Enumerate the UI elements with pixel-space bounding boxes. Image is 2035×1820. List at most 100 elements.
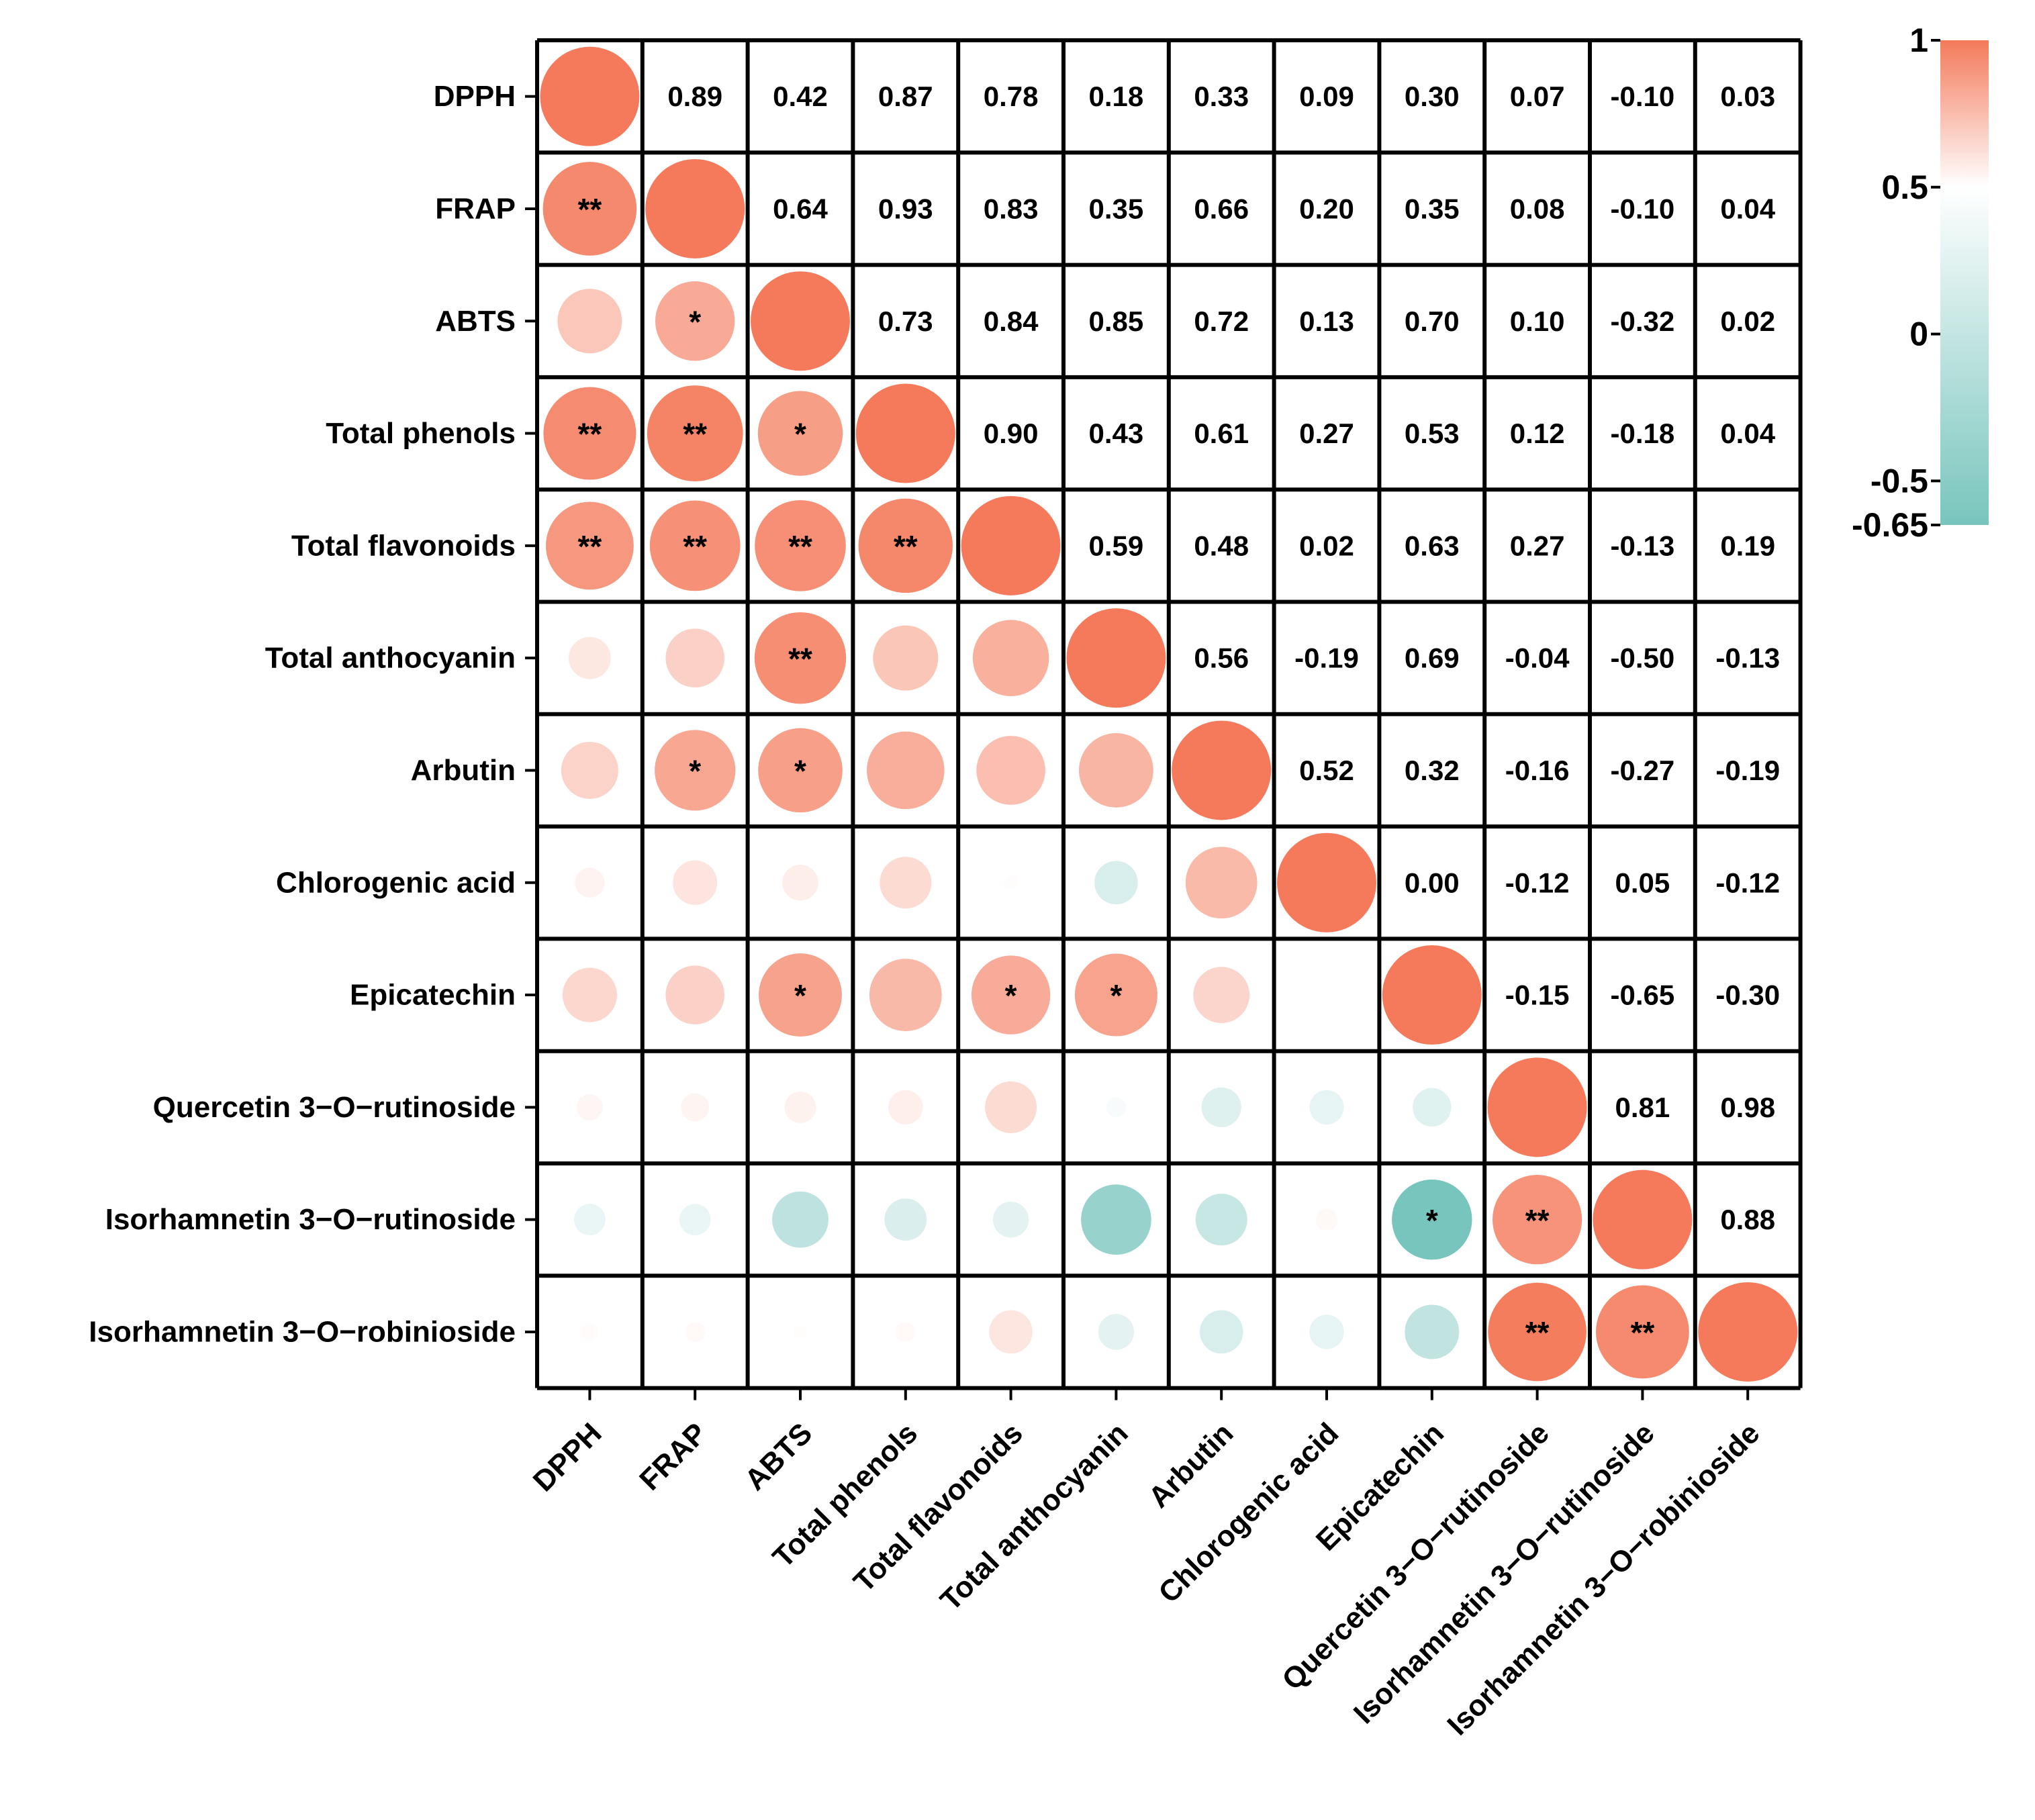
corr-circle-chlorogenic-acid-total-anthocyanin bbox=[1094, 861, 1138, 905]
y-axis-labels: DPPH FRAP ABTS Total phenols Total flavonoid… bbox=[89, 80, 537, 1348]
corr-circle-isorhamnetin-3-o-robinioside-total-phenols bbox=[896, 1322, 916, 1342]
corr-value-label: 0.52 bbox=[1299, 755, 1354, 786]
corr-circle-quercetin-3-o-rutinoside-epicatechin bbox=[1413, 1088, 1452, 1127]
corr-circle-total-flavonoids-total-phenols bbox=[858, 498, 953, 593]
corr-circle-total-phenols-abts bbox=[757, 391, 843, 476]
corr-value-label: 0.72 bbox=[1194, 305, 1249, 337]
cell-bg bbox=[853, 265, 959, 377]
cell-bg bbox=[747, 40, 853, 153]
row-label-total-flavonoids: Total flavonoids bbox=[291, 529, 516, 562]
cell-bg bbox=[1168, 602, 1274, 714]
corr-value-label: 0.84 bbox=[984, 305, 1039, 337]
corr-value-label: 0.08 bbox=[1510, 193, 1565, 224]
corr-circle-quercetin-3-o-rutinoside-arbutin bbox=[1201, 1087, 1241, 1127]
colorbar: 1 0.5 0 -0.5 -0.65 bbox=[1852, 21, 1989, 544]
corr-circle-isorhamnetin-3-o-rutinoside-epicatechin bbox=[1392, 1179, 1472, 1260]
cell-bg bbox=[1484, 714, 1590, 827]
row-label-chlorogenic-acid: Chlorogenic acid bbox=[276, 866, 516, 899]
corr-circle-chlorogenic-acid-dpph bbox=[575, 867, 605, 898]
corr-value-label: -0.12 bbox=[1505, 867, 1570, 898]
corr-circle-isorhamnetin-3-o-robinioside-dpph bbox=[581, 1323, 599, 1341]
corr-circle-isorhamnetin-3-o-rutinoside-abts bbox=[772, 1191, 829, 1248]
significance-label: * bbox=[794, 417, 806, 452]
cell-bg bbox=[1695, 265, 1801, 377]
cell-bg bbox=[1484, 602, 1590, 714]
cell-bg bbox=[1379, 265, 1485, 377]
significance-label: ** bbox=[1525, 1203, 1550, 1238]
corr-circle-frap-frap bbox=[645, 158, 745, 258]
corr-circle-quercetin-3-o-rutinoside-total-phenols bbox=[888, 1090, 923, 1124]
cell-bg bbox=[1484, 489, 1590, 602]
cell-bg bbox=[1695, 714, 1801, 827]
corr-value-label: -0.19 bbox=[1294, 642, 1359, 674]
corr-circle-frap-dpph bbox=[542, 162, 637, 256]
corr-value-label: 0.12 bbox=[1510, 418, 1565, 449]
corr-value-label: -0.10 bbox=[1611, 81, 1675, 112]
cell-bg bbox=[1695, 377, 1801, 490]
cell-bg bbox=[1379, 40, 1485, 153]
corr-circle-quercetin-3-o-rutinoside-total-flavonoids bbox=[985, 1081, 1037, 1133]
significance-label: ** bbox=[1630, 1315, 1654, 1350]
cell-bg bbox=[1063, 152, 1169, 265]
cell-bg bbox=[1168, 40, 1274, 153]
cell-bg bbox=[1695, 152, 1801, 265]
row-label-epicatechin: Epicatechin bbox=[350, 979, 516, 1012]
corr-circle-isorhamnetin-3-o-rutinoside-dpph bbox=[574, 1204, 606, 1236]
colorbar-tick-label: 0.5 bbox=[1881, 169, 1928, 206]
corr-circle-isorhamnetin-3-o-robinioside-total-flavonoids bbox=[989, 1310, 1033, 1354]
corr-value-label: 0.03 bbox=[1720, 81, 1775, 112]
corr-circle-dpph-dpph bbox=[540, 46, 640, 146]
corr-circle-isorhamnetin-3-o-robinioside-chlorogenic-acid bbox=[1309, 1314, 1344, 1349]
cell-bg bbox=[853, 152, 959, 265]
row-label-total-anthocyanin: Total anthocyanin bbox=[265, 642, 516, 675]
corr-circle-total-phenols-total-phenols bbox=[855, 383, 955, 483]
colorbar-tick-label: -0.65 bbox=[1852, 506, 1928, 544]
corr-circle-abts-frap bbox=[655, 281, 735, 361]
cell-bg bbox=[1590, 40, 1695, 153]
corr-circle-isorhamnetin-3-o-robinioside-quercetin-3-o-rutinoside bbox=[1488, 1282, 1587, 1382]
cell-bg bbox=[1274, 265, 1380, 377]
cell-bg bbox=[1379, 377, 1485, 490]
cell-bg bbox=[747, 152, 853, 265]
corr-value-label: 0.18 bbox=[1089, 81, 1144, 112]
row-label-abts: ABTS bbox=[435, 305, 516, 338]
corr-value-label: 0.56 bbox=[1194, 642, 1249, 674]
corr-circle-chlorogenic-acid-arbutin bbox=[1185, 847, 1258, 919]
corr-value-label: 0.88 bbox=[1720, 1204, 1775, 1235]
significance-label: ** bbox=[894, 529, 918, 564]
col-label-arbutin: Arbutin bbox=[1142, 1417, 1239, 1514]
corr-circle-total-flavonoids-total-flavonoids bbox=[961, 495, 1061, 595]
corr-circle-epicatechin-total-phenols bbox=[869, 959, 942, 1031]
corr-value-label: 0.19 bbox=[1720, 530, 1775, 561]
significance-label: ** bbox=[577, 192, 602, 227]
corr-value-label: 0.83 bbox=[984, 193, 1039, 224]
corr-circle-isorhamnetin-3-o-rutinoside-total-flavonoids bbox=[992, 1201, 1029, 1238]
significance-label: * bbox=[689, 754, 701, 789]
cell-bg bbox=[1590, 602, 1695, 714]
corr-value-label: -0.15 bbox=[1505, 979, 1570, 1011]
corr-circle-total-anthocyanin-dpph bbox=[569, 636, 611, 679]
corr-circle-chlorogenic-acid-total-phenols bbox=[880, 857, 932, 909]
corr-circle-total-anthocyanin-total-phenols bbox=[873, 625, 939, 691]
corr-value-label: 0.02 bbox=[1299, 530, 1354, 561]
corr-value-label: -0.18 bbox=[1611, 418, 1675, 449]
corr-circle-arbutin-total-anthocyanin bbox=[1079, 733, 1153, 808]
colorbar-tick-label: -0.5 bbox=[1871, 462, 1928, 499]
corr-value-label: 0.93 bbox=[878, 193, 933, 224]
significance-label: ** bbox=[788, 529, 812, 564]
corr-circle-epicatechin-epicatechin bbox=[1382, 945, 1482, 1045]
corr-value-label: -0.50 bbox=[1611, 642, 1675, 674]
cell-bg bbox=[1063, 40, 1169, 153]
cell-bg bbox=[1590, 377, 1695, 490]
corr-value-label: 0.81 bbox=[1615, 1092, 1670, 1123]
corr-value-label: -0.13 bbox=[1611, 530, 1675, 561]
corr-circle-abts-dpph bbox=[557, 289, 622, 354]
corr-circle-total-anthocyanin-total-anthocyanin bbox=[1066, 608, 1166, 708]
corr-value-label: 0.27 bbox=[1299, 418, 1354, 449]
colorbar-gradient bbox=[1940, 40, 1989, 525]
significance-label: * bbox=[794, 978, 806, 1013]
corr-value-label: 0.78 bbox=[984, 81, 1039, 112]
cell-bg bbox=[1695, 1163, 1801, 1276]
corr-value-label: 0.33 bbox=[1194, 81, 1249, 112]
